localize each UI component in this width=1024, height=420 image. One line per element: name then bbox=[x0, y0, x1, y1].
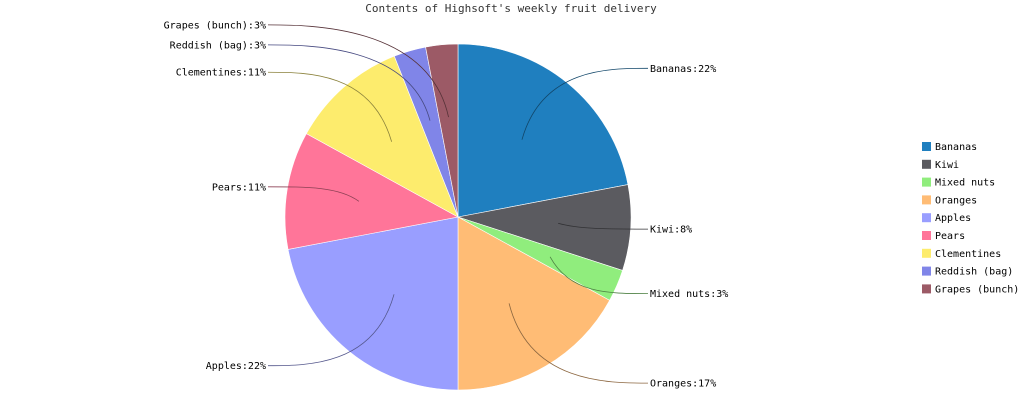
data-label-pears: Pears:11% bbox=[212, 182, 266, 193]
data-label-grapes-bunch: Grapes (bunch):3% bbox=[164, 20, 266, 31]
legend-label: Clementines bbox=[935, 249, 1001, 260]
legend-label: Mixed nuts bbox=[935, 178, 995, 189]
chart-title: Contents of Highsoft's weekly fruit deli… bbox=[365, 2, 657, 15]
legend-label: Apples bbox=[935, 213, 971, 224]
legend-swatch bbox=[922, 284, 931, 293]
legend-label: Reddish (bag) bbox=[935, 267, 1013, 278]
legend-swatch bbox=[922, 267, 931, 276]
legend-label: Grapes (bunch) bbox=[935, 284, 1019, 295]
data-label-reddish-bag: Reddish (bag):3% bbox=[170, 40, 266, 51]
legend-item-pears[interactable]: Pears bbox=[922, 231, 965, 242]
legend-swatch bbox=[922, 213, 931, 222]
data-label-bananas: Bananas:22% bbox=[650, 64, 716, 75]
legend: Bananas Kiwi Mixed nuts Oranges Apples Pears C… bbox=[922, 142, 1019, 295]
legend-label: Kiwi bbox=[935, 160, 959, 171]
legend-label: Pears bbox=[935, 231, 965, 242]
data-label-clementines: Clementines:11% bbox=[176, 68, 266, 79]
legend-swatch bbox=[922, 231, 931, 240]
data-label-mixed-nuts: Mixed nuts:3% bbox=[650, 289, 728, 300]
legend-label: Bananas bbox=[935, 142, 977, 153]
legend-label: Oranges bbox=[935, 195, 977, 206]
legend-item-reddish-bag[interactable]: Reddish (bag) bbox=[922, 267, 1013, 278]
data-label-oranges: Oranges:17% bbox=[650, 379, 716, 390]
legend-swatch bbox=[922, 195, 931, 204]
legend-swatch bbox=[922, 178, 931, 187]
legend-item-apples[interactable]: Apples bbox=[922, 213, 971, 224]
legend-item-kiwi[interactable]: Kiwi bbox=[922, 160, 959, 171]
legend-swatch bbox=[922, 160, 931, 169]
legend-swatch bbox=[922, 142, 931, 151]
legend-item-clementines[interactable]: Clementines bbox=[922, 249, 1001, 260]
legend-swatch bbox=[922, 249, 931, 258]
data-label-kiwi: Kiwi:8% bbox=[650, 225, 692, 236]
legend-item-oranges[interactable]: Oranges bbox=[922, 195, 977, 206]
legend-item-grapes-bunch[interactable]: Grapes (bunch) bbox=[922, 284, 1019, 295]
legend-item-bananas[interactable]: Bananas bbox=[922, 142, 977, 153]
legend-item-mixed-nuts[interactable]: Mixed nuts bbox=[922, 178, 995, 189]
pie-slices bbox=[285, 44, 631, 390]
data-label-apples: Apples:22% bbox=[206, 361, 266, 372]
